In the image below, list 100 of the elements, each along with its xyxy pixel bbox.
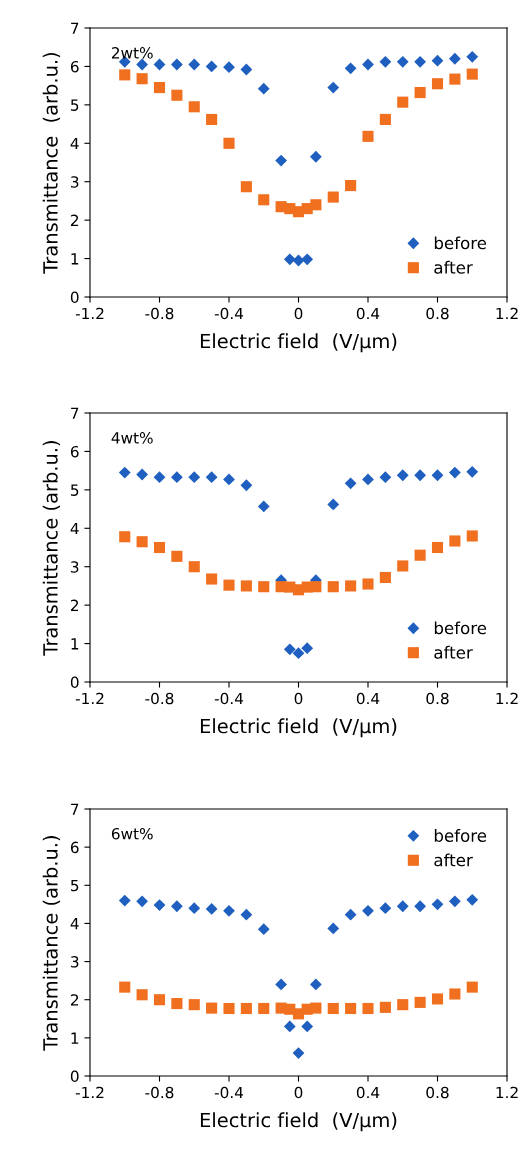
point <box>396 469 409 482</box>
y-tick-label: 1 <box>71 638 79 650</box>
point <box>362 473 374 486</box>
legend-label: after <box>434 853 473 867</box>
legend-label: before <box>434 829 487 842</box>
point <box>188 101 200 113</box>
y-tick-label: 6 <box>70 445 79 458</box>
x-tick-label: -1.2 <box>75 307 104 320</box>
point <box>206 113 218 126</box>
y-axis-title: Transmittance (arb.u.) <box>42 836 61 1051</box>
x-tick-label: 0 <box>294 1086 303 1099</box>
point <box>118 466 131 479</box>
x-tick-label: 0.8 <box>426 692 449 705</box>
y-tick-label: 6 <box>70 60 79 73</box>
point <box>466 981 478 993</box>
x-axis-title: Electric field (V/μm) <box>200 718 397 738</box>
legend-label: before <box>434 236 487 250</box>
point <box>170 58 183 71</box>
point <box>206 1002 218 1014</box>
point <box>301 642 314 655</box>
point <box>223 579 235 591</box>
point <box>258 581 270 593</box>
x-tick-label: -0.8 <box>145 307 174 320</box>
point <box>275 978 288 991</box>
point <box>136 73 148 85</box>
point <box>283 1020 296 1033</box>
point <box>118 894 131 907</box>
y-axis-title: Transmittance (arb.u.) <box>42 53 61 274</box>
y-tick-label: 2 <box>70 994 79 1006</box>
x-tick-label: -0.8 <box>145 692 174 705</box>
x-tick-label: -0.4 <box>214 692 244 705</box>
point <box>119 531 131 543</box>
point <box>379 1001 391 1013</box>
point <box>414 996 426 1008</box>
point <box>136 895 149 908</box>
point <box>362 1002 374 1015</box>
y-tick-label: 3 <box>71 561 79 573</box>
point <box>309 978 322 991</box>
point <box>466 893 479 906</box>
point <box>431 898 444 911</box>
point <box>449 988 461 1000</box>
point <box>362 58 374 71</box>
x-tick-label: 0 <box>294 692 303 705</box>
y-tick-label: 4 <box>70 137 79 150</box>
point <box>188 58 201 71</box>
point <box>327 498 340 511</box>
point <box>310 199 322 211</box>
point <box>379 902 392 915</box>
point <box>275 154 288 167</box>
y-tick-label: 1 <box>71 253 79 265</box>
point <box>136 989 148 1001</box>
legend-label: after <box>434 645 473 659</box>
x-tick-label: 1.2 <box>496 1086 518 1099</box>
y-tick-label: 4 <box>70 918 79 930</box>
point <box>466 465 479 478</box>
y-tick-label: 2 <box>70 599 79 611</box>
y-tick-label: 7 <box>71 22 79 34</box>
point <box>414 87 426 99</box>
y-tick-label: 7 <box>71 803 79 815</box>
annotation: 6wt% <box>111 827 153 840</box>
point <box>188 999 200 1011</box>
point <box>258 194 270 206</box>
point <box>414 900 427 913</box>
point <box>431 541 444 554</box>
point <box>292 1047 305 1060</box>
y-tick-label: 3 <box>71 956 79 968</box>
y-tick-label: 6 <box>70 841 79 854</box>
point <box>153 82 166 94</box>
x-tick-label: 1.2 <box>496 692 518 705</box>
point <box>396 900 409 913</box>
point <box>449 73 461 85</box>
legend-label: before <box>434 621 487 635</box>
point <box>310 581 322 593</box>
point <box>171 550 183 562</box>
point <box>345 580 357 592</box>
point <box>188 471 201 484</box>
point <box>431 993 444 1005</box>
point <box>301 253 314 266</box>
point <box>153 899 166 912</box>
point <box>379 113 391 126</box>
point <box>223 904 235 917</box>
point <box>431 469 444 482</box>
point <box>448 895 461 908</box>
x-tick-label: 1.2 <box>496 307 518 320</box>
point <box>327 191 339 203</box>
point <box>309 150 322 163</box>
point <box>188 902 201 915</box>
annotation: 2wt% <box>111 47 153 59</box>
x-tick-label: 0.8 <box>426 1086 449 1099</box>
x-tick-label: 0.4 <box>356 307 380 320</box>
x-axis-title: Electric field (V/μm) <box>200 333 397 353</box>
point <box>283 253 296 266</box>
point <box>136 536 148 548</box>
point <box>362 904 374 917</box>
point <box>327 1002 339 1015</box>
point <box>397 96 409 108</box>
y-tick-label: 5 <box>71 879 79 892</box>
point <box>136 468 149 481</box>
point <box>292 647 305 660</box>
point <box>153 471 166 484</box>
